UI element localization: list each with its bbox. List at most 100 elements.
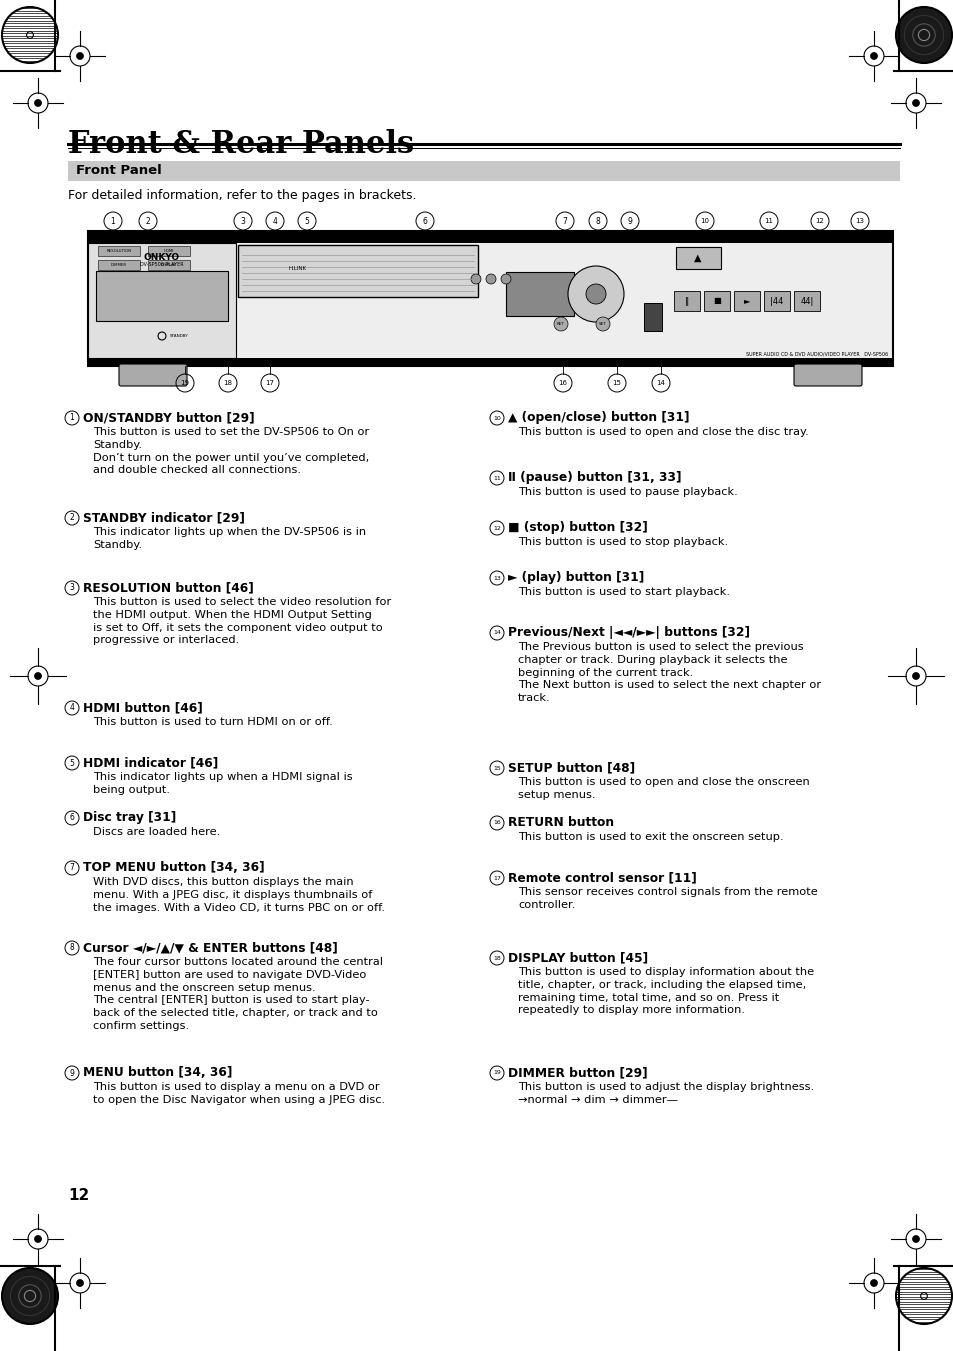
- Bar: [88, 243, 235, 358]
- Text: 7: 7: [562, 216, 567, 226]
- Text: This button is used to stop playback.: This button is used to stop playback.: [517, 536, 727, 547]
- Text: HDMI button [46]: HDMI button [46]: [83, 701, 203, 713]
- Circle shape: [869, 1279, 877, 1286]
- Circle shape: [585, 284, 605, 304]
- Text: ‖: ‖: [684, 296, 688, 305]
- Text: HDMI indicator [46]: HDMI indicator [46]: [83, 757, 218, 769]
- Text: This indicator lights up when the DV-SP506 is in
Standby.: This indicator lights up when the DV-SP5…: [92, 527, 366, 550]
- Text: 9: 9: [627, 216, 632, 226]
- Text: Front & Rear Panels: Front & Rear Panels: [68, 128, 414, 159]
- Text: 4: 4: [70, 704, 74, 712]
- Text: 8: 8: [595, 216, 599, 226]
- Text: This button is used to open and close the disc tray.: This button is used to open and close th…: [517, 427, 808, 436]
- Text: 17: 17: [265, 380, 274, 386]
- Bar: [148, 259, 190, 270]
- Text: 19: 19: [493, 1070, 500, 1075]
- Text: ON/STANDBY button [29]: ON/STANDBY button [29]: [83, 411, 254, 424]
- Text: 12: 12: [493, 526, 500, 531]
- Text: For detailed information, refer to the pages in brackets.: For detailed information, refer to the p…: [68, 189, 416, 203]
- Text: Cursor ◄/►/▲/▼ & ENTER buttons [48]: Cursor ◄/►/▲/▼ & ENTER buttons [48]: [83, 942, 337, 954]
- Text: This button is used to display a menu on a DVD or
to open the Disc Navigator whe: This button is used to display a menu on…: [92, 1082, 385, 1105]
- Circle shape: [911, 100, 919, 107]
- Text: Remote control sensor [11]: Remote control sensor [11]: [507, 871, 696, 884]
- Bar: [98, 246, 140, 255]
- Text: 7: 7: [70, 863, 74, 873]
- Circle shape: [920, 1293, 926, 1300]
- Bar: [793, 290, 820, 311]
- Text: 16: 16: [558, 380, 567, 386]
- Bar: [505, 272, 574, 316]
- Text: This sensor receives control signals from the remote
controller.: This sensor receives control signals fro…: [517, 888, 817, 909]
- Text: 14: 14: [656, 380, 665, 386]
- Text: 1: 1: [70, 413, 74, 423]
- Text: 3: 3: [240, 216, 245, 226]
- Bar: [68, 161, 899, 181]
- Text: 10: 10: [700, 218, 709, 224]
- Text: This button is used to exit the onscreen setup.: This button is used to exit the onscreen…: [517, 832, 782, 842]
- Text: RESOLUTION button [46]: RESOLUTION button [46]: [83, 581, 253, 594]
- Circle shape: [76, 53, 84, 59]
- Text: TOP MENU button [34, 36]: TOP MENU button [34, 36]: [83, 861, 264, 874]
- Text: 3: 3: [70, 584, 74, 593]
- Circle shape: [34, 1236, 42, 1243]
- Text: ▲ (open/close) button [31]: ▲ (open/close) button [31]: [507, 411, 689, 424]
- Bar: [237, 245, 477, 297]
- Text: MENU button [34, 36]: MENU button [34, 36]: [83, 1066, 233, 1079]
- Bar: [88, 358, 892, 366]
- Circle shape: [596, 317, 609, 331]
- FancyBboxPatch shape: [119, 363, 187, 386]
- Text: 11: 11: [763, 218, 773, 224]
- Text: 6: 6: [422, 216, 427, 226]
- Text: 18: 18: [493, 955, 500, 961]
- Text: This button is used to turn HDMI on or off.: This button is used to turn HDMI on or o…: [92, 717, 333, 727]
- Text: Previous/Next |◄◄/►►| buttons [32]: Previous/Next |◄◄/►►| buttons [32]: [507, 626, 749, 639]
- Text: |44: |44: [769, 296, 782, 305]
- Circle shape: [34, 100, 42, 107]
- Text: The Previous button is used to select the previous
chapter or track. During play: The Previous button is used to select th…: [517, 642, 821, 704]
- Circle shape: [911, 1236, 919, 1243]
- Text: SET: SET: [598, 322, 606, 326]
- Text: 17: 17: [493, 875, 500, 881]
- Text: SETUP button [48]: SETUP button [48]: [507, 761, 635, 774]
- Text: Front Panel: Front Panel: [76, 165, 162, 177]
- Text: 4: 4: [273, 216, 277, 226]
- Circle shape: [76, 1279, 84, 1286]
- Text: 18: 18: [223, 380, 233, 386]
- Text: 1: 1: [111, 216, 115, 226]
- Circle shape: [471, 274, 480, 284]
- Circle shape: [500, 274, 511, 284]
- Text: 12: 12: [815, 218, 823, 224]
- Text: Ⅱ (pause) button [31, 33]: Ⅱ (pause) button [31, 33]: [507, 471, 680, 484]
- Text: STANDBY: STANDBY: [170, 334, 189, 338]
- Bar: [98, 259, 140, 270]
- Text: HDMI: HDMI: [164, 249, 174, 253]
- Text: This button is used to pause playback.: This button is used to pause playback.: [517, 486, 737, 497]
- Text: RET: RET: [557, 322, 564, 326]
- Text: 44|: 44|: [800, 296, 813, 305]
- Circle shape: [34, 673, 42, 680]
- Text: 9: 9: [70, 1069, 74, 1078]
- Text: ■ (stop) button [32]: ■ (stop) button [32]: [507, 521, 647, 534]
- Text: ■: ■: [712, 296, 720, 305]
- Text: 19: 19: [180, 380, 190, 386]
- Text: 2: 2: [70, 513, 74, 523]
- Text: 6: 6: [70, 813, 74, 823]
- Text: 5: 5: [70, 758, 74, 767]
- Circle shape: [567, 266, 623, 322]
- Text: 8: 8: [70, 943, 74, 952]
- Bar: [733, 290, 760, 311]
- Bar: [643, 303, 661, 331]
- Text: 15: 15: [612, 380, 620, 386]
- Bar: [88, 231, 892, 243]
- Circle shape: [27, 31, 33, 38]
- Bar: [148, 246, 190, 255]
- Text: 12: 12: [68, 1188, 90, 1202]
- Text: ► (play) button [31]: ► (play) button [31]: [507, 571, 643, 584]
- Text: This indicator lights up when a HDMI signal is
being output.: This indicator lights up when a HDMI sig…: [92, 771, 353, 794]
- Text: This button is used to start playback.: This button is used to start playback.: [517, 586, 729, 597]
- Text: 13: 13: [855, 218, 863, 224]
- Circle shape: [869, 53, 877, 59]
- Text: RESOLUTION: RESOLUTION: [107, 249, 132, 253]
- Text: SUPER AUDIO CD & DVD AUDIO/VIDEO PLAYER   DV-SP506: SUPER AUDIO CD & DVD AUDIO/VIDEO PLAYER …: [745, 351, 887, 357]
- Text: 13: 13: [493, 576, 500, 581]
